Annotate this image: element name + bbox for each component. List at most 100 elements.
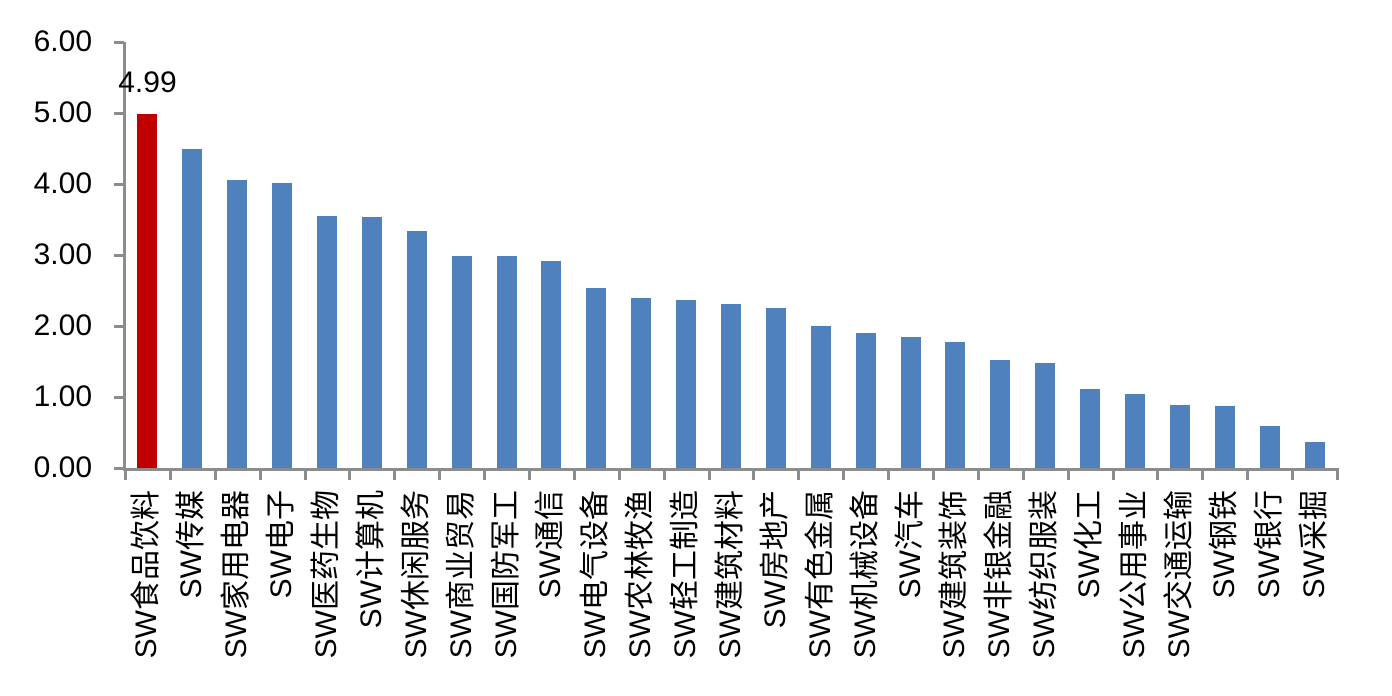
x-tick-label-16: SW机械设备	[848, 490, 882, 659]
x-tick-label-20: SW纺织服装	[1028, 490, 1062, 659]
x-tick-label-19: SW非银金融	[983, 490, 1017, 659]
x-tick-label-7: SW商业贸易	[444, 490, 478, 659]
x-tick-mark	[662, 471, 666, 480]
x-tick-mark	[1201, 471, 1205, 480]
x-tick-label-17: SW汽车	[893, 490, 927, 599]
x-tick-mark	[842, 471, 846, 480]
x-tick-mark	[932, 471, 935, 480]
x-tick-mark	[752, 471, 756, 480]
x-tick-mark	[1111, 471, 1115, 480]
y-tick-mark	[114, 396, 124, 399]
bar-20	[1035, 362, 1056, 468]
x-tick-label-13: SW建筑材料	[714, 490, 747, 659]
y-tick-mark	[114, 112, 124, 115]
x-tick-mark	[258, 471, 262, 480]
x-tick-mark	[124, 471, 127, 480]
y-axis-line	[123, 42, 126, 471]
x-tick-mark	[213, 471, 217, 480]
bar-14	[765, 308, 786, 468]
x-tick-label-21: SW化工	[1073, 490, 1107, 599]
x-tick-label-11: SW农林牧渔	[624, 490, 658, 659]
x-tick-mark	[168, 471, 172, 480]
x-tick-label-9: SW通信	[534, 490, 568, 599]
x-tick-label-6: SW休闲服务	[399, 490, 433, 659]
x-tick-mark	[438, 471, 442, 480]
x-tick-label-2: SW家用电器	[220, 490, 254, 659]
x-tick-mark	[348, 471, 352, 480]
bar-22	[1125, 394, 1145, 468]
x-tick-mark	[1336, 471, 1339, 480]
bar-26	[1304, 442, 1325, 468]
bar-8	[496, 256, 517, 468]
x-tick-mark	[1066, 471, 1070, 480]
bar-3	[272, 183, 293, 468]
x-tick-mark	[707, 471, 711, 480]
y-tick-mark	[114, 254, 124, 257]
bar-17	[900, 336, 921, 468]
y-tick-mark	[114, 41, 124, 44]
y-tick-mark	[114, 467, 124, 470]
x-tick-label-4: SW医药生物	[310, 490, 343, 659]
bar-12	[676, 300, 697, 468]
x-tick-label-23: SW交通运输	[1162, 490, 1196, 659]
x-tick-mark	[976, 471, 980, 480]
bar-11	[631, 297, 652, 468]
x-tick-label-1: SW传媒	[175, 490, 209, 599]
x-tick-mark	[393, 471, 397, 480]
bar-7	[451, 256, 472, 468]
bar-23	[1169, 404, 1190, 468]
x-tick-label-5: SW计算机	[354, 490, 388, 629]
bar-16	[855, 333, 876, 468]
x-tick-mark	[528, 471, 531, 480]
x-tick-mark	[483, 471, 487, 480]
bar-0	[137, 113, 158, 468]
x-tick-label-3: SW电子	[265, 490, 299, 599]
y-tick-label: 1.00	[33, 380, 92, 413]
bar-4	[317, 215, 337, 468]
y-tick-label: 0.00	[33, 451, 92, 484]
bar-6	[406, 230, 427, 468]
y-tick-label: 2.00	[33, 309, 92, 342]
bar-2	[227, 179, 248, 468]
x-tick-mark	[887, 471, 891, 480]
x-tick-mark	[797, 471, 801, 480]
x-axis-line	[123, 468, 1339, 471]
y-tick-label: 3.00	[33, 238, 92, 271]
bar-21	[1080, 389, 1101, 468]
x-tick-label-22: SW公用事业	[1118, 490, 1151, 659]
y-tick-label: 5.00	[33, 96, 92, 129]
x-tick-mark	[1246, 471, 1250, 480]
x-tick-mark	[617, 471, 621, 480]
x-tick-mark	[572, 471, 576, 480]
bar-9	[541, 260, 562, 468]
y-tick-label: 4.00	[33, 167, 92, 200]
x-tick-label-14: SW房地产	[758, 490, 792, 629]
y-tick-mark	[114, 183, 124, 186]
x-tick-mark	[303, 471, 307, 480]
y-tick-label: 6.00	[33, 25, 92, 58]
x-tick-label-24: SW钢铁	[1207, 490, 1241, 599]
x-tick-mark	[1291, 471, 1295, 480]
x-tick-label-25: SW银行	[1252, 490, 1286, 599]
x-tick-label-0: SW食品饮料	[130, 490, 164, 659]
x-tick-label-8: SW国防军工	[489, 490, 523, 659]
x-tick-label-26: SW采掘	[1297, 490, 1331, 599]
x-tick-label-12: SW轻工制造	[669, 490, 703, 659]
x-tick-label-18: SW建筑装饰	[938, 490, 972, 659]
bar-18	[945, 341, 966, 468]
y-tick-mark	[114, 325, 124, 328]
x-tick-label-15: SW有色金属	[803, 490, 837, 659]
bar-25	[1259, 426, 1280, 468]
bar-1	[182, 148, 203, 468]
bar-24	[1214, 406, 1235, 468]
bar-10	[586, 287, 607, 468]
bar-15	[810, 326, 831, 468]
x-tick-mark	[1156, 471, 1160, 480]
bar-13	[721, 303, 741, 468]
bar-5	[361, 217, 382, 468]
bar-19	[990, 360, 1011, 468]
x-tick-label-10: SW电气设备	[579, 490, 613, 659]
x-tick-mark	[1021, 471, 1025, 480]
bar-value-label: 4.99	[118, 65, 177, 99]
